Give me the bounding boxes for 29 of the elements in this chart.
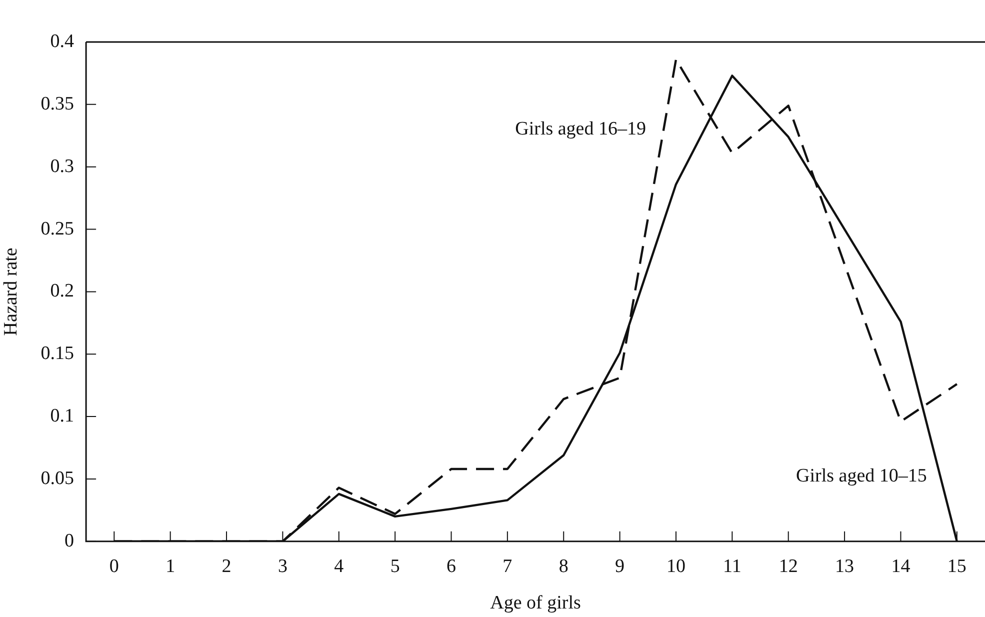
y-tick-label: 0.35: [40, 93, 74, 114]
x-tick-label: 4: [334, 556, 344, 577]
x-tick-label: 10: [666, 556, 686, 577]
x-tick-label: 5: [390, 556, 400, 577]
y-tick-label: 0: [64, 530, 74, 552]
x-tick-label: 14: [891, 556, 911, 577]
y-tick-label: 0.4: [50, 30, 75, 52]
y-tick-label: 0.15: [40, 343, 74, 364]
x-tick-label: 15: [947, 556, 966, 577]
x-tick-label: 9: [615, 556, 625, 577]
x-tick-label: 12: [778, 556, 798, 577]
x-tick-label: 1: [166, 556, 176, 577]
series-label: Girls aged 10–15: [796, 465, 927, 486]
x-tick-label: 6: [446, 556, 456, 577]
x-tick-label: 8: [558, 556, 568, 577]
series-label: Girls aged 16–19: [515, 118, 646, 140]
x-tick-label: 11: [723, 556, 742, 577]
y-axis-title: Hazard rate: [0, 248, 22, 336]
x-tick-label: 13: [835, 556, 854, 577]
y-tick-label: 0.05: [40, 468, 74, 489]
y-tick-label: 0.2: [50, 280, 74, 302]
y-tick-label: 0.3: [50, 156, 74, 177]
y-tick-label: 0.25: [40, 218, 74, 240]
x-axis-title: Age of girls: [490, 592, 581, 614]
y-tick-label: 0.1: [50, 406, 74, 427]
x-tick-label: 0: [109, 556, 119, 577]
x-tick-label: 2: [222, 556, 232, 577]
x-tick-label: 3: [278, 556, 288, 577]
x-tick-label: 7: [502, 556, 512, 577]
